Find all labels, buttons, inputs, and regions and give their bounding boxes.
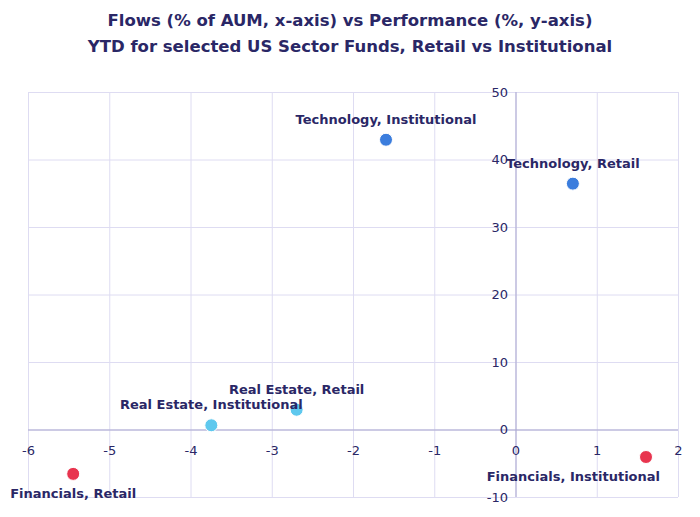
svg-text:Real Estate, Institutional: Real Estate, Institutional [120,397,303,412]
svg-text:30: 30 [491,220,508,235]
html-text:YTD for selected US Sector Fun: YTD for selected US Sector Funds, Retail… [87,37,613,56]
svg-text:0: 0 [500,422,508,437]
svg-text:-2: -2 [347,443,360,458]
svg-text:Technology, Retail: Technology, Retail [506,156,639,171]
svg-text:-3: -3 [266,443,279,458]
svg-text:2: 2 [674,443,682,458]
svg-text:-4: -4 [185,443,198,458]
svg-text:-6: -6 [22,443,35,458]
svg-text:Technology, Institutional: Technology, Institutional [296,112,477,127]
svg-text:-5: -5 [103,443,116,458]
svg-text:20: 20 [491,287,508,302]
svg-text:Financials, Institutional: Financials, Institutional [487,469,660,484]
svg-text:50: 50 [491,85,508,100]
svg-text:-1: -1 [428,443,441,458]
svg-text:Financials, Retail: Financials, Retail [10,486,136,501]
svg-text:1: 1 [593,443,601,458]
html-text:Flows (% of AUM, x-axis) vs Pe: Flows (% of AUM, x-axis) vs Performance … [107,11,593,30]
svg-text:Real Estate, Retail: Real Estate, Retail [229,382,364,397]
svg-text:40: 40 [491,152,508,168]
svg-text:0: 0 [512,443,520,458]
svg-text:-10: -10 [487,490,508,505]
svg-text:10: 10 [491,355,508,370]
